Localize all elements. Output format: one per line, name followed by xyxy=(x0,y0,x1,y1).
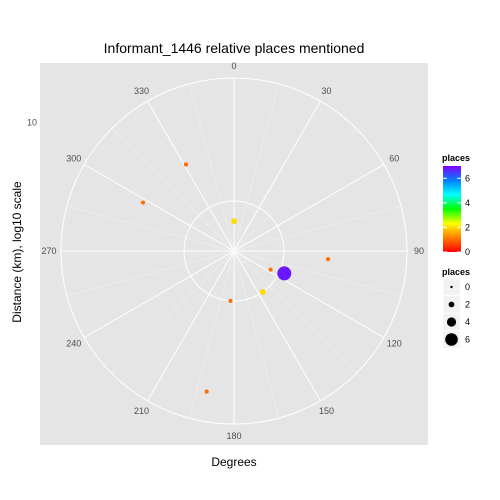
angle-tick-label: 30 xyxy=(321,86,331,96)
color-legend-title: places xyxy=(442,153,470,163)
angle-tick-label: 90 xyxy=(414,246,424,256)
size-legend-label: 2 xyxy=(465,300,470,310)
grid-spoke xyxy=(147,100,235,252)
radial-tick-label: 10 xyxy=(27,117,37,127)
chart-title: Informant_1446 relative places mentioned xyxy=(104,40,365,56)
grid-spoke xyxy=(233,250,357,374)
grid-spoke xyxy=(233,205,402,252)
size-legend: places 0 2 4 6 xyxy=(442,267,470,349)
grid-spoke xyxy=(83,250,235,338)
grid-spoke xyxy=(111,128,235,252)
color-legend-label: 2 xyxy=(465,222,470,232)
angle-tick-label: 180 xyxy=(226,431,241,441)
data-point xyxy=(268,267,273,272)
grid-spoke xyxy=(188,250,235,419)
color-legend-label: 4 xyxy=(465,198,470,208)
y-axis-title: Distance (km), log10 scale xyxy=(10,181,24,323)
angle-tick-label: 210 xyxy=(134,406,149,416)
angle-tick-label: 60 xyxy=(389,154,399,164)
size-legend-label: 4 xyxy=(465,317,470,327)
color-legend-label: 6 xyxy=(465,173,470,183)
data-point xyxy=(140,200,146,205)
angle-tick-label: 120 xyxy=(387,339,402,349)
data-point xyxy=(204,389,209,394)
grid-spoke xyxy=(233,250,321,402)
angle-tick-label: 270 xyxy=(41,246,56,256)
data-point xyxy=(231,218,237,225)
grid-spoke xyxy=(233,128,357,252)
grid-spoke xyxy=(233,100,321,252)
grid-spoke xyxy=(188,83,235,252)
size-legend-label: 6 xyxy=(465,335,470,345)
size-legend-symbol xyxy=(445,333,458,346)
color-legend: places 0 2 4 6 xyxy=(442,153,470,257)
size-legend-title: places xyxy=(442,267,470,277)
data-point xyxy=(277,266,292,281)
data-point xyxy=(183,162,189,167)
grid-spoke xyxy=(83,164,235,252)
angle-tick-label: 0 xyxy=(231,61,236,71)
angle-tick-label: 150 xyxy=(319,406,334,416)
angle-tick-label: 240 xyxy=(66,339,81,349)
size-legend-symbol xyxy=(448,301,455,308)
angle-tick-label: 330 xyxy=(134,86,149,96)
grid-spoke xyxy=(233,83,280,252)
grid-spoke xyxy=(66,250,235,297)
grid-spoke xyxy=(111,250,235,374)
data-point xyxy=(259,289,266,295)
polar-grid xyxy=(60,77,408,425)
grid-spoke xyxy=(233,164,385,252)
size-legend-symbol xyxy=(450,285,453,289)
angle-tick-label: 300 xyxy=(66,154,81,164)
grid-spoke xyxy=(233,250,402,297)
grid-spoke xyxy=(66,205,235,252)
grid-spoke xyxy=(233,250,385,338)
data-point xyxy=(326,257,331,262)
color-legend-label: 0 xyxy=(465,247,470,257)
size-legend-symbol xyxy=(446,317,457,327)
grid-spoke xyxy=(233,250,280,419)
angle-tick-labels: 0 30 60 90 120 150 180 210 240 270 300 330 xyxy=(41,61,424,441)
data-point xyxy=(228,298,233,303)
grid-spoke xyxy=(147,250,235,402)
size-legend-label: 0 xyxy=(465,282,470,292)
color-legend-bar xyxy=(443,166,461,252)
data-points xyxy=(140,162,331,394)
x-axis-title: Degrees xyxy=(211,455,256,469)
